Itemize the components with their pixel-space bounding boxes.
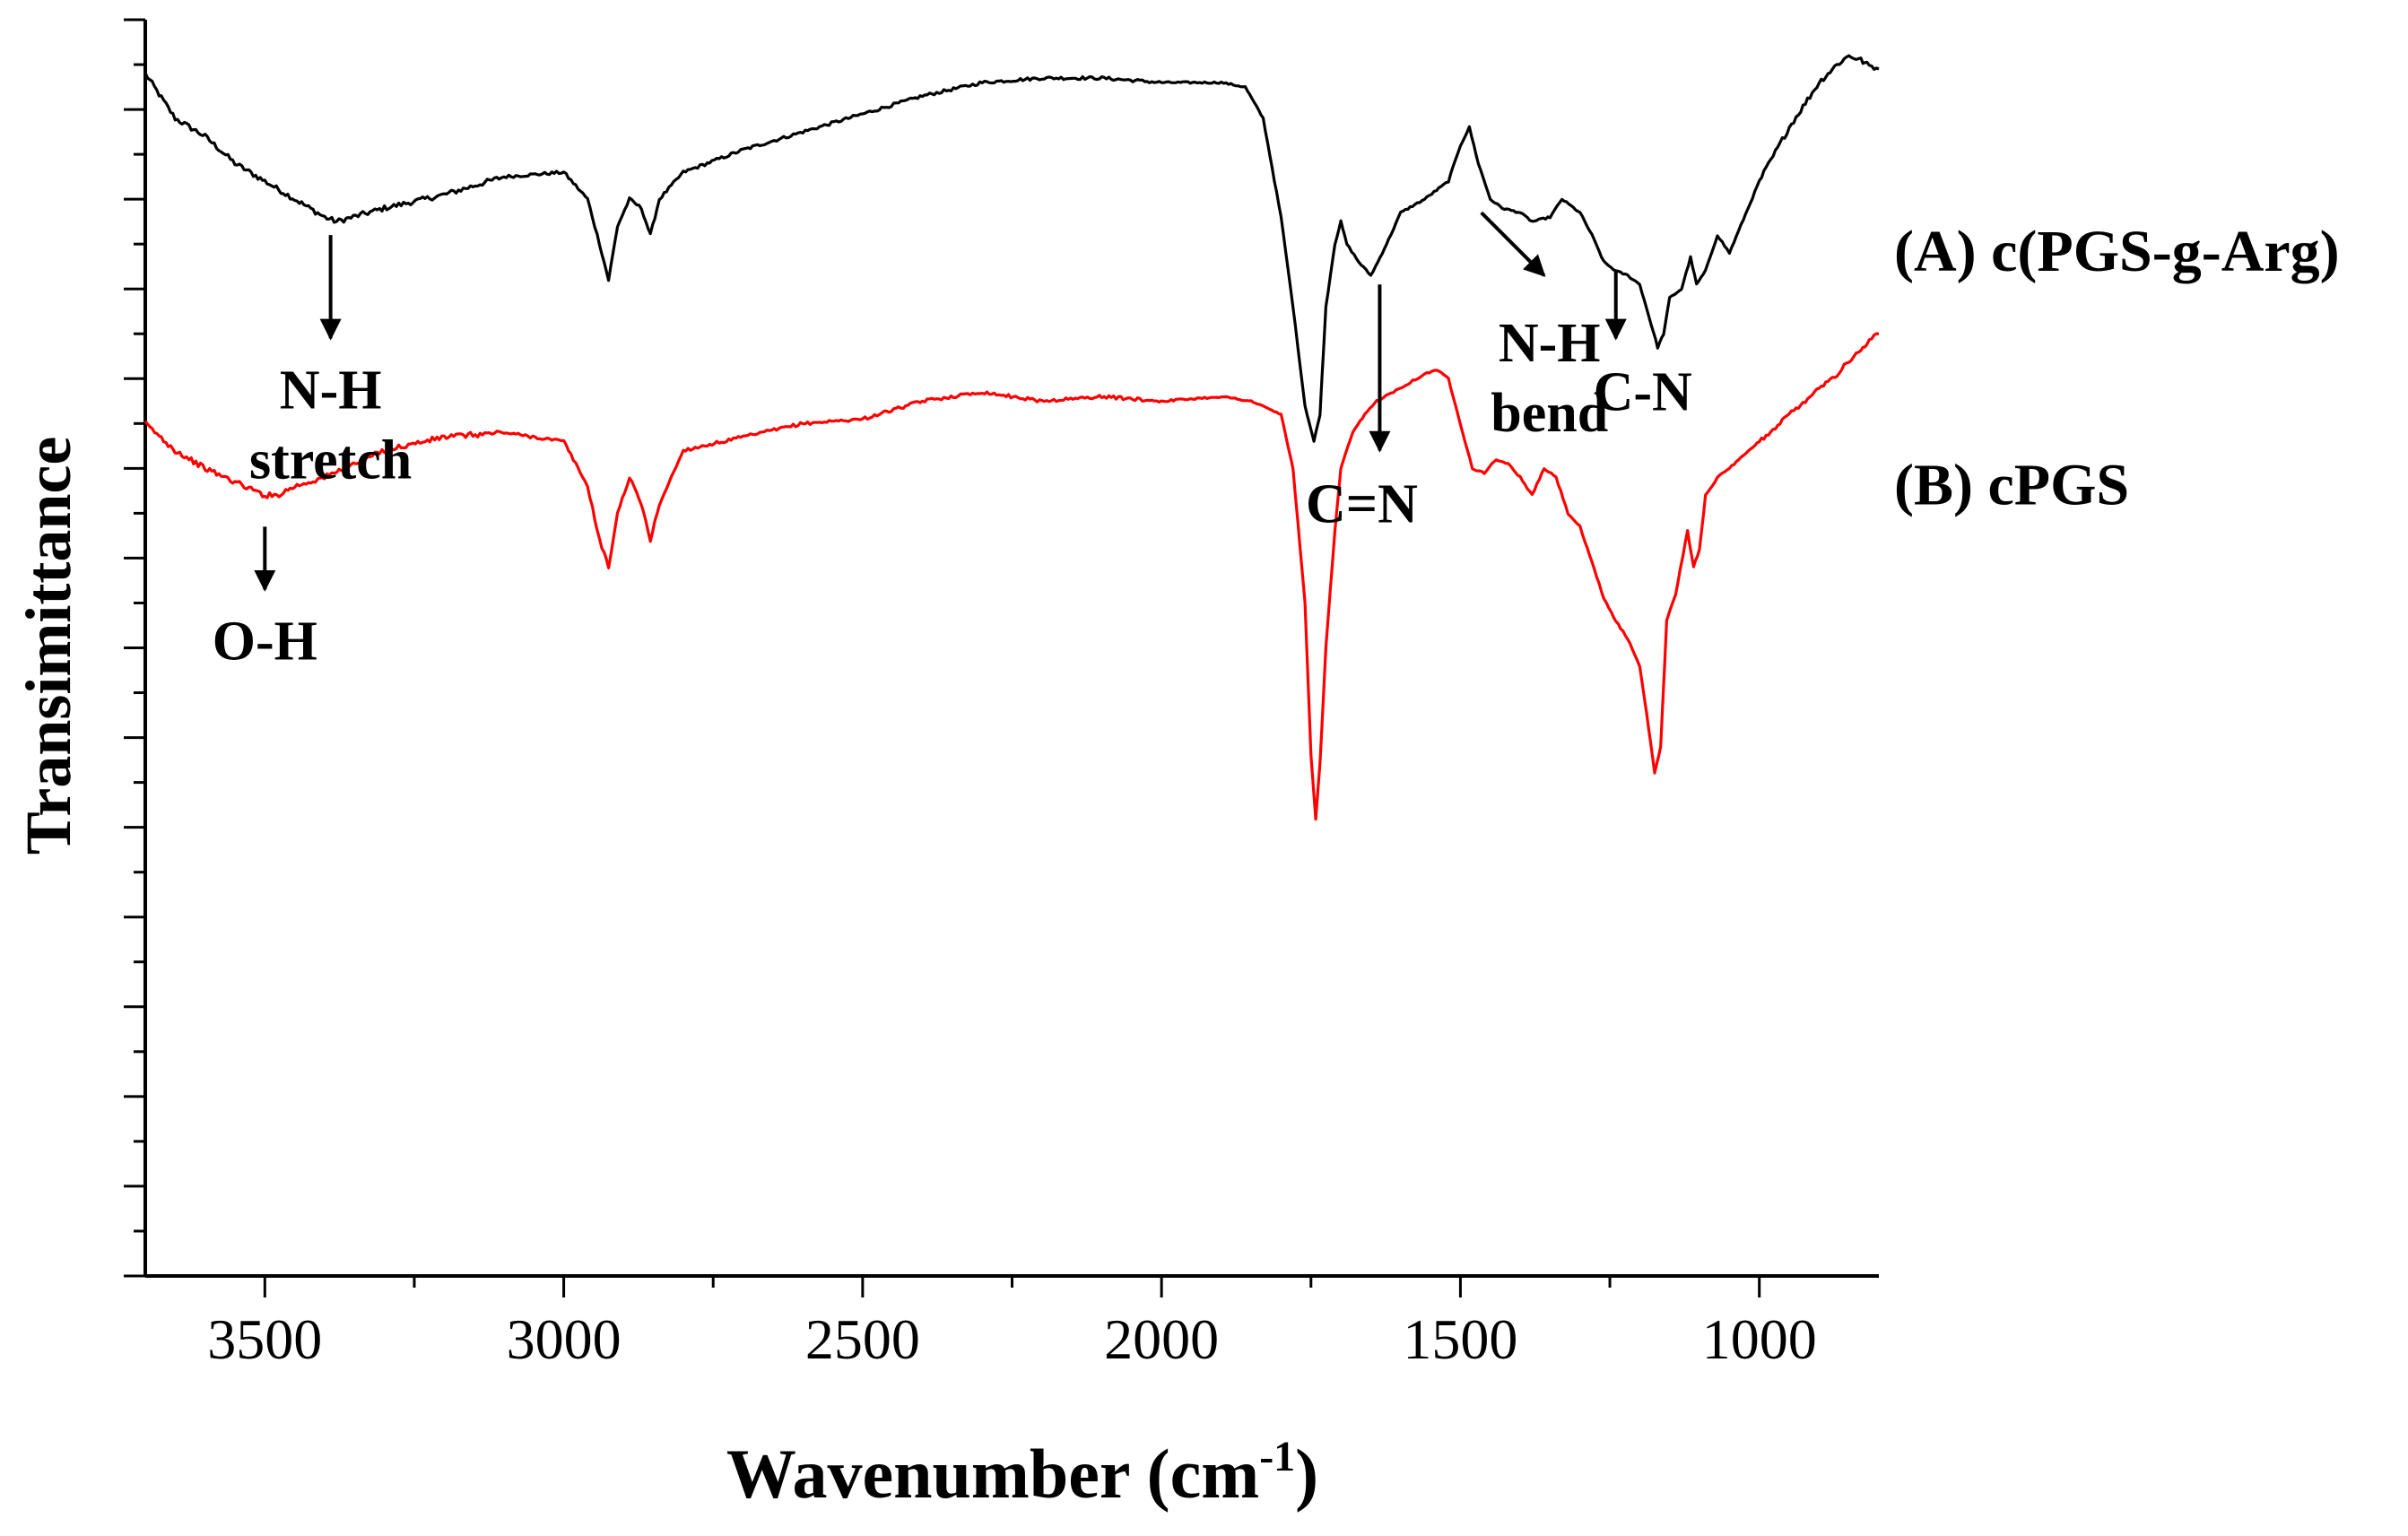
x-axis-label-main: Wavenumber (cm: [726, 1435, 1259, 1513]
x-axis: 3500 3000 2500 2000 1500 1000: [145, 1274, 1879, 1371]
annotation-arrow: [1480, 211, 1546, 277]
x-tick-label: 2500: [805, 1307, 920, 1371]
annotation-label: stretch: [249, 430, 412, 490]
annotation-label: O-H: [213, 611, 317, 672]
series-label-a: (A) c(PGS-g-Arg): [1894, 219, 2340, 284]
x-axis-label: Wavenumber (cm-1): [726, 1433, 1318, 1513]
x-axis-label-tail: ): [1295, 1435, 1318, 1513]
x-tick-label: 1500: [1403, 1307, 1517, 1371]
legend-layer: (A) c(PGS-g-Arg) (B) cPGS: [1894, 219, 2340, 517]
x-axis-label-superscript: -1: [1259, 1433, 1295, 1480]
y-axis-label: Transimittance: [13, 437, 84, 855]
series-label-b: (B) cPGS: [1894, 452, 2129, 517]
annotation-label: C-N: [1594, 361, 1692, 422]
annotation-label: bend: [1491, 383, 1608, 444]
x-tick-label: 3500: [207, 1307, 322, 1371]
annotation-label: N-H: [280, 360, 382, 421]
series-layer: [143, 54, 1880, 821]
x-tick-label: 2000: [1104, 1307, 1219, 1371]
annotation-label: N-H: [1499, 313, 1601, 374]
y-axis: [124, 18, 147, 1278]
annotation-label: C=N: [1306, 473, 1418, 534]
series-line-a: [143, 54, 1880, 443]
series-line-b: [143, 332, 1880, 821]
x-tick-label: 3000: [507, 1307, 622, 1371]
x-tick-label: 1000: [1702, 1307, 1817, 1371]
